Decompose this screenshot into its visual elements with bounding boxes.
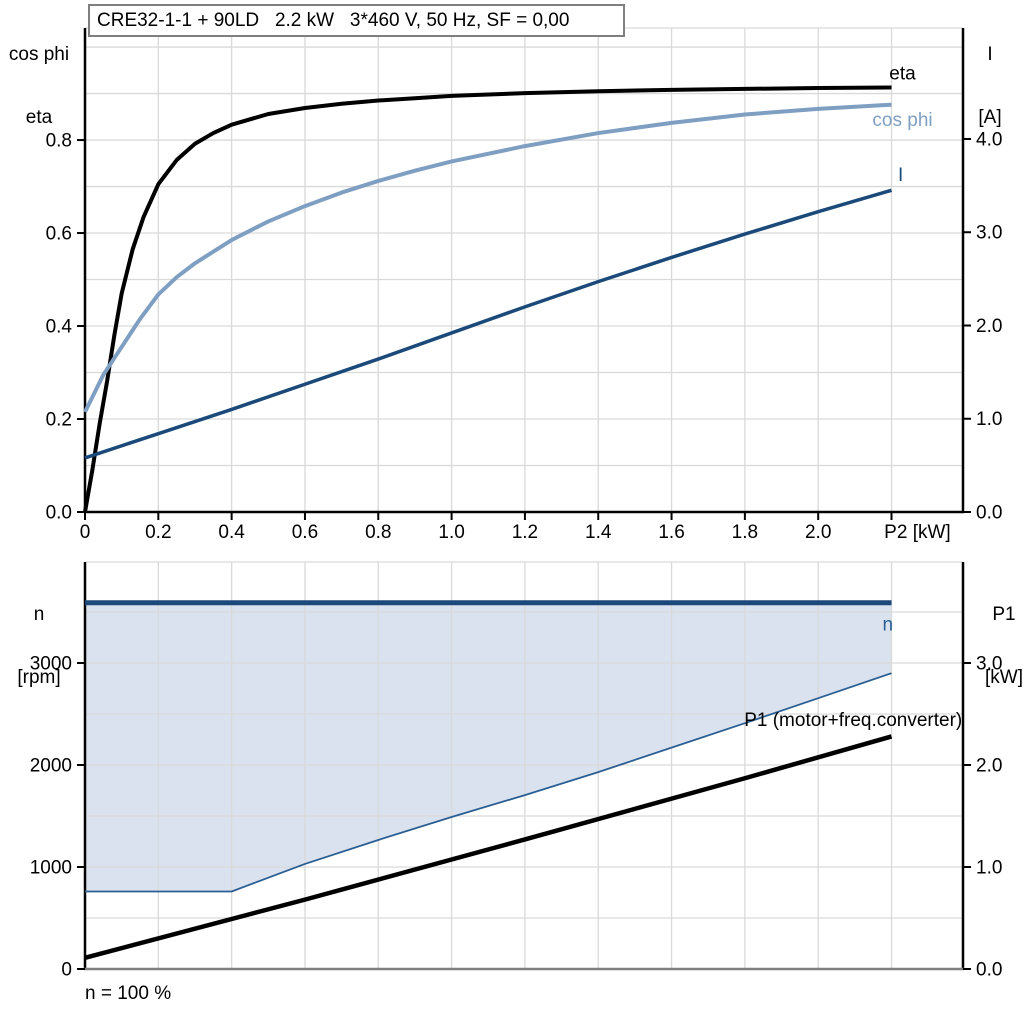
- n-min-curve: [85, 672, 892, 893]
- x-tick-label: 1.2: [512, 522, 538, 543]
- axis-title-P1: P1: [992, 604, 1016, 625]
- eta-curve: [83, 85, 892, 513]
- x-tick-label: 2.0: [805, 522, 831, 543]
- x-tick-label: 1.8: [732, 522, 758, 543]
- y-right-tick-label: 2.0: [976, 316, 1002, 337]
- y-left-tick-label: 0: [61, 960, 72, 981]
- chart-title: CRE32-1-1 + 90LD 2.2 kW 3*460 V, 50 Hz, …: [97, 9, 570, 31]
- eta-curve-label: eta: [889, 64, 916, 85]
- top-chart: 0 0.2 0.4 0.6 0.8 1.0 1.2 1.4 1.6 1.8 2.0 P2 [kW] 0.…: [46, 27, 1002, 543]
- y-left-tick-label: 1000: [30, 857, 72, 878]
- y-left-tick-label: 0.8: [46, 131, 72, 152]
- x-tick-label: 1.0: [438, 522, 464, 543]
- y-left-tick-label: 2000: [30, 755, 72, 776]
- axis-title-n: n: [33, 604, 45, 625]
- y-left-tick-label: 0.6: [46, 224, 72, 245]
- top-left-axis-title: cos phi eta: [0, 2, 78, 149]
- operating-range-fill: [85, 602, 892, 892]
- bottom-left-axis-title: n [rpm]: [0, 562, 78, 709]
- axis-title-kw-unit: [kW]: [985, 667, 1023, 688]
- p1-motor-freq-converter-curve: [84, 734, 893, 960]
- cos-phi-curve-label: cos phi: [872, 110, 932, 131]
- y-left-tick-label: 3000: [30, 653, 72, 674]
- x-tick-label: 0: [80, 522, 91, 543]
- x-tick-label: 0.6: [292, 522, 318, 543]
- p1-motor-freq-converter-curve-label: P1 (motor+freq.converter): [744, 710, 962, 731]
- axis-title-I: I: [987, 44, 993, 65]
- x-axis-title: P2 [kW]: [884, 522, 951, 543]
- y-right-tick-label: 1.0: [976, 409, 1002, 430]
- y-right-tick-label: 1.0: [976, 857, 1002, 878]
- y-left-tick-label: 0.4: [46, 317, 73, 338]
- x-tick-label: 0.4: [218, 522, 245, 543]
- y-right-tick-label: 0.0: [976, 503, 1002, 524]
- bottom-chart: 0 1000 2000 3000 0.0 1.0 2.0 3.0 n P1 (motor+freq…: [30, 561, 1002, 981]
- y-right-tick-label: 3.0: [976, 653, 1002, 674]
- y-right-tick-label: 0.0: [976, 960, 1002, 981]
- axis-title-ampere-unit: [A]: [978, 107, 1002, 128]
- chart-title-box: CRE32-1-1 + 90LD 2.2 kW 3*460 V, 50 Hz, …: [88, 4, 625, 37]
- y-right-tick-label: 2.0: [976, 755, 1002, 776]
- x-tick-label: 1.6: [658, 522, 684, 543]
- speed-footnote: n = 100 %: [85, 983, 172, 1004]
- y-left-tick-label: 0.0: [46, 503, 72, 524]
- x-tick-label: 0.2: [145, 522, 171, 543]
- n-curve-label: n: [883, 614, 894, 635]
- axis-title-eta: eta: [25, 107, 53, 128]
- i-curve-label: I: [898, 165, 903, 186]
- i-curve: [84, 188, 893, 460]
- y-right-tick-label: 3.0: [976, 223, 1002, 244]
- y-left-tick-label: 0.2: [46, 410, 72, 431]
- axis-title-cosphi: cos phi: [8, 44, 70, 65]
- top-right-axis-title: I [A]: [960, 2, 1020, 149]
- axis-title-rpm-unit: [rpm]: [17, 667, 61, 688]
- y-right-tick-label: 4.0: [976, 129, 1002, 150]
- x-tick-label: 0.8: [365, 522, 391, 543]
- bottom-right-axis-title: P1 [kW]: [973, 562, 1024, 709]
- x-tick-label: 1.4: [585, 522, 612, 543]
- cos-phi-curve: [83, 102, 892, 413]
